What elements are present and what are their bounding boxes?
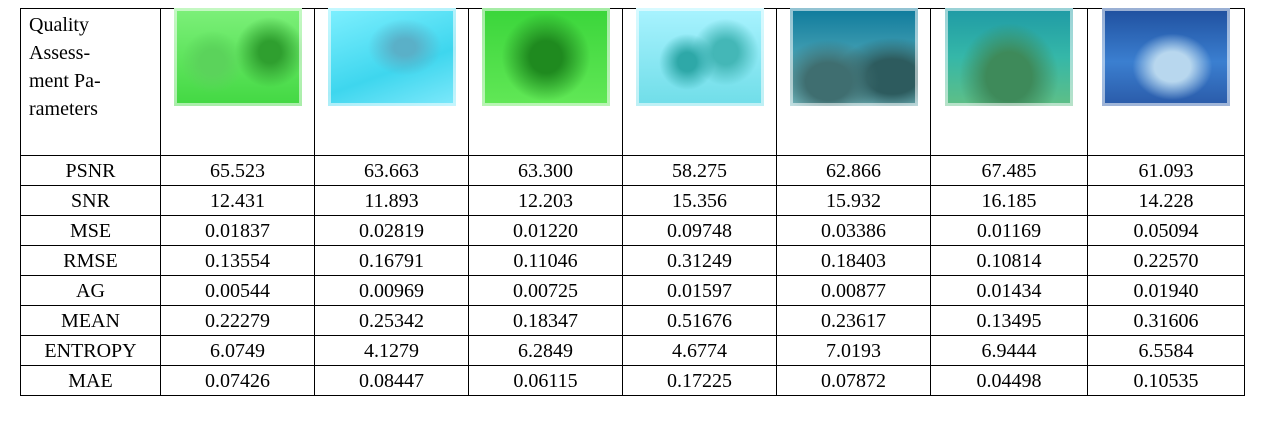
table-row: ENTROPY 6.0749 4.1279 6.2849 4.6774 7.01…	[20, 335, 1245, 366]
table-cell: 0.01837	[160, 215, 315, 246]
header-line-4: rameters	[29, 98, 98, 120]
table-cell: 0.31249	[622, 245, 777, 276]
table-cell: 0.09748	[622, 215, 777, 246]
table-cell: 0.07426	[160, 365, 315, 396]
table-cell: 63.663	[314, 155, 469, 186]
image-header-row: Quality Assess- ment Pa- rameters	[20, 8, 1245, 156]
table-cell: 6.2849	[468, 335, 623, 366]
table-cell: 0.00877	[776, 275, 931, 306]
table-cell: 4.6774	[622, 335, 777, 366]
table-cell: 0.25342	[314, 305, 469, 336]
table-cell: 0.08447	[314, 365, 469, 396]
table-cell: 0.02819	[314, 215, 469, 246]
table-cell: 0.22279	[160, 305, 315, 336]
table-cell: 0.03386	[776, 215, 931, 246]
underwater-image-4	[635, 8, 764, 106]
param-name: SNR	[20, 185, 161, 216]
table-row: MEAN 0.22279 0.25342 0.18347 0.51676 0.2…	[20, 305, 1245, 336]
image-cell-2	[314, 8, 469, 156]
header-line-1: Quality	[29, 14, 89, 36]
table-cell: 58.275	[622, 155, 777, 186]
image-cell-3	[468, 8, 623, 156]
underwater-image-7	[1102, 8, 1230, 106]
table-cell: 0.18347	[468, 305, 623, 336]
param-name: MSE	[20, 215, 161, 246]
param-name: AG	[20, 275, 161, 306]
table-cell: 0.01434	[930, 275, 1088, 306]
table-cell: 62.866	[776, 155, 931, 186]
image-cell-7	[1087, 8, 1245, 156]
quality-assessment-table: Quality Assess- ment Pa- rameters PSNR 6…	[20, 8, 1245, 396]
table-cell: 0.01597	[622, 275, 777, 306]
table-cell: 63.300	[468, 155, 623, 186]
table-cell: 0.05094	[1087, 215, 1245, 246]
table-cell: 6.0749	[160, 335, 315, 366]
image-cell-5	[776, 8, 931, 156]
table-cell: 15.932	[776, 185, 931, 216]
table-cell: 0.16791	[314, 245, 469, 276]
table-cell: 7.0193	[776, 335, 931, 366]
table-row: MSE 0.01837 0.02819 0.01220 0.09748 0.03…	[20, 215, 1245, 246]
underwater-image-1	[173, 8, 302, 106]
table-cell: 0.00725	[468, 275, 623, 306]
table-cell: 0.13495	[930, 305, 1088, 336]
parameters-header-cell: Quality Assess- ment Pa- rameters	[20, 8, 161, 156]
table-cell: 0.01220	[468, 215, 623, 246]
table-cell: 11.893	[314, 185, 469, 216]
table-cell: 15.356	[622, 185, 777, 216]
param-name: RMSE	[20, 245, 161, 276]
underwater-image-2	[327, 8, 456, 106]
underwater-image-5	[789, 8, 918, 106]
table-cell: 0.18403	[776, 245, 931, 276]
table-cell: 0.10814	[930, 245, 1088, 276]
param-name: PSNR	[20, 155, 161, 186]
table-cell: 65.523	[160, 155, 315, 186]
table-row: SNR 12.431 11.893 12.203 15.356 15.932 1…	[20, 185, 1245, 216]
table-cell: 16.185	[930, 185, 1088, 216]
image-cell-6	[930, 8, 1088, 156]
underwater-image-3	[481, 8, 610, 106]
table-cell: 67.485	[930, 155, 1088, 186]
table-cell: 0.13554	[160, 245, 315, 276]
table-cell: 12.203	[468, 185, 623, 216]
param-name: ENTROPY	[20, 335, 161, 366]
table-cell: 6.5584	[1087, 335, 1245, 366]
table-cell: 0.17225	[622, 365, 777, 396]
table-cell: 0.51676	[622, 305, 777, 336]
table-cell: 0.11046	[468, 245, 623, 276]
header-line-3: ment Pa-	[29, 70, 101, 92]
table-row: AG 0.00544 0.00969 0.00725 0.01597 0.008…	[20, 275, 1245, 306]
table-cell: 4.1279	[314, 335, 469, 366]
table-cell: 12.431	[160, 185, 315, 216]
table-row: PSNR 65.523 63.663 63.300 58.275 62.866 …	[20, 155, 1245, 186]
table-row: MAE 0.07426 0.08447 0.06115 0.17225 0.07…	[20, 365, 1245, 396]
param-name: MAE	[20, 365, 161, 396]
table-cell: 0.00544	[160, 275, 315, 306]
table-cell: 0.01940	[1087, 275, 1245, 306]
table-cell: 6.9444	[930, 335, 1088, 366]
table-cell: 14.228	[1087, 185, 1245, 216]
table-cell: 0.07872	[776, 365, 931, 396]
table-cell: 0.31606	[1087, 305, 1245, 336]
table-cell: 0.01169	[930, 215, 1088, 246]
table-cell: 0.22570	[1087, 245, 1245, 276]
table-cell: 0.23617	[776, 305, 931, 336]
header-line-2: Assess-	[29, 42, 91, 64]
table-row: RMSE 0.13554 0.16791 0.11046 0.31249 0.1…	[20, 245, 1245, 276]
image-cell-1	[160, 8, 315, 156]
table-cell: 61.093	[1087, 155, 1245, 186]
param-name: MEAN	[20, 305, 161, 336]
table-cell: 0.00969	[314, 275, 469, 306]
table-cell: 0.06115	[468, 365, 623, 396]
image-cell-4	[622, 8, 777, 156]
underwater-image-6	[945, 8, 1073, 106]
table-cell: 0.04498	[930, 365, 1088, 396]
table-cell: 0.10535	[1087, 365, 1245, 396]
